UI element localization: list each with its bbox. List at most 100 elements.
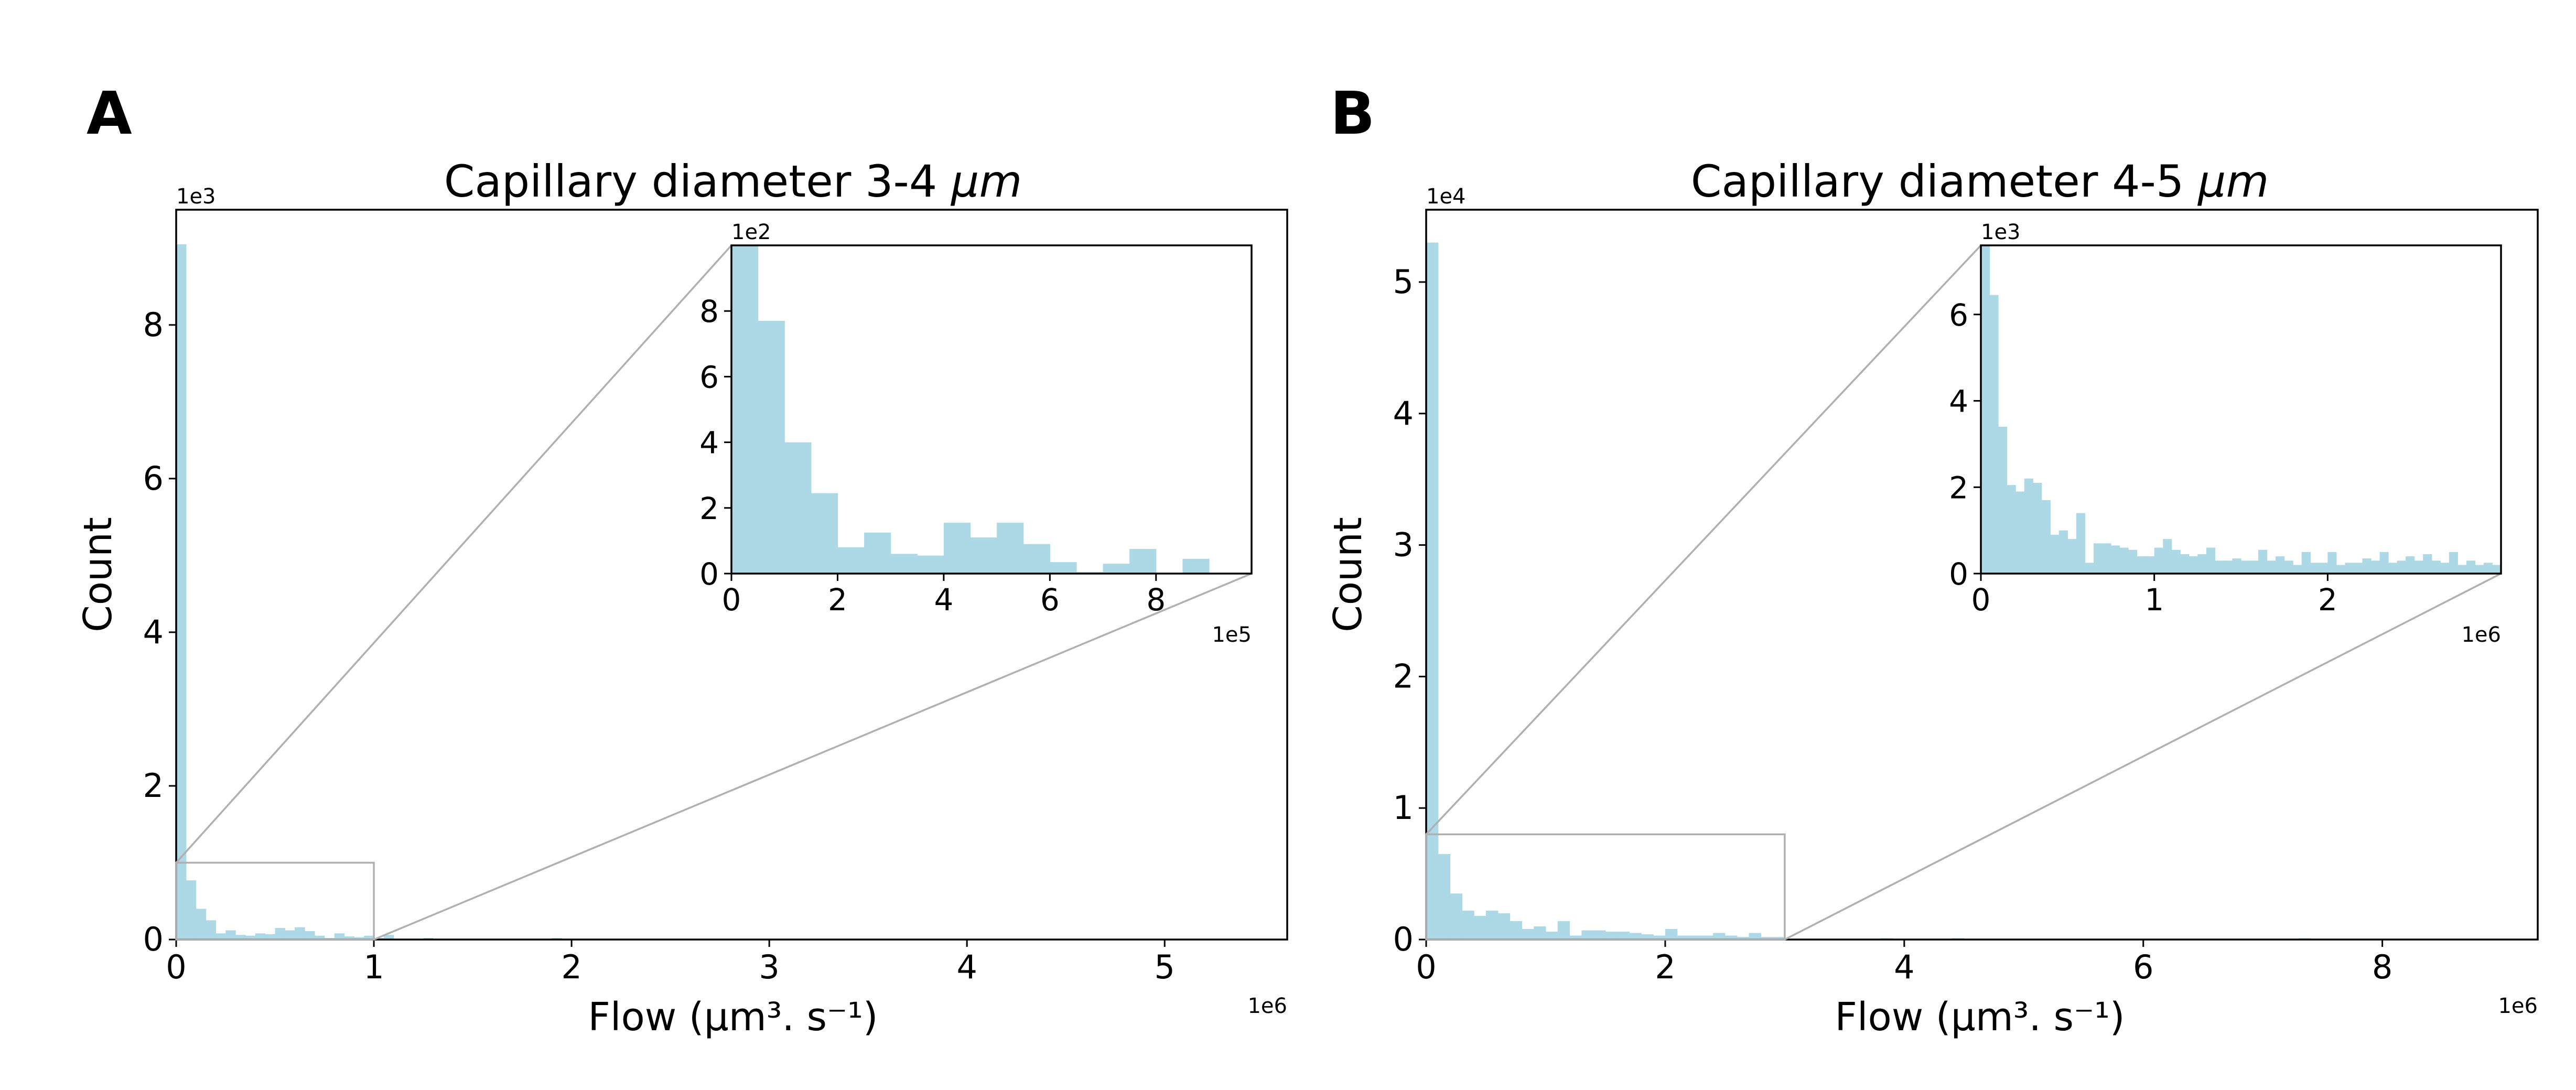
inset-histogram-bar [2371,560,2380,574]
inset-histogram-bar [1129,549,1157,574]
inset-histogram-bar [890,554,918,574]
inset-histogram-bar [1023,544,1050,574]
inset-histogram-bar [917,555,944,574]
chart-title: Capillary diameter 3-4 μm [444,156,1022,207]
main-y-offset-label: 1e4 [1426,185,1466,209]
main-histogram-bar [235,935,246,940]
panel-b: B Capillary diameter 4-5 μm 0 2 4 6 8 0 1 2 3 4 5 1e4… [1325,80,2539,1040]
inset-histogram-bar [837,547,865,574]
inset-histogram-bar [784,442,812,574]
main-histogram-bar [1545,931,1558,940]
main-histogram-bar [245,935,256,940]
zoom-connector-line [1784,573,2502,941]
main-histogram-bar [344,936,354,940]
main-histogram-bar [206,920,217,940]
main-histogram-bar [383,935,394,940]
y-axis-label: Count [76,517,121,632]
main-histogram-bar [176,244,187,940]
main-y-tick-label: 5 [1393,263,1414,301]
inset-histogram-bar [2301,552,2311,574]
inset-histogram-bar [2146,556,2155,574]
inset-y-tick-label: 6 [699,359,719,395]
inset-histogram-bar [2171,549,2181,574]
inset-histogram-bar [2197,554,2207,574]
main-histogram-bar [1617,931,1630,940]
chart-title-text: Capillary diameter 3-4 [444,156,951,207]
main-histogram-bar [1485,910,1499,940]
inset-histogram-bar [2241,560,2250,574]
inset-histogram-bar [1050,562,1077,574]
inset-histogram-bar [2336,565,2345,574]
main-histogram-bar [1569,935,1582,940]
main-histogram-bar [305,931,315,940]
inset-histogram-bar [2189,556,2198,574]
panel-letter: B [1330,80,1375,148]
inset-histogram-bar [2327,552,2337,574]
inset-axes-frame [730,244,1253,575]
inset-histogram-bar [2085,563,2094,574]
inset-x-tick-label: 2 [2318,582,2337,618]
inset-histogram-bar [2423,554,2432,574]
zoom-box [175,861,375,941]
chart-title-text: Capillary diameter 4-5 [1691,156,2198,207]
inset-histogram-bar [2041,500,2051,574]
main-y-tick-label: 6 [143,459,164,498]
inset-histogram-bar [2362,558,2372,574]
main-y-tick-label: 2 [1393,657,1414,695]
inset-histogram-bar [1989,295,1999,574]
main-y-tick-label: 8 [143,306,164,344]
zoom-connector-line [175,244,732,864]
inset-x-tick-label: 2 [828,582,847,618]
inset-histogram-bar [2258,549,2268,574]
main-histogram-bar [354,937,364,940]
inset-histogram-bar [1981,245,1990,574]
inset-x-tick-label: 1 [2144,582,2164,618]
main-histogram-bar [1426,242,1439,940]
main-x-tick-label: 6 [2133,948,2153,986]
inset-histogram-bar [1998,426,2008,574]
inset-histogram-bar [2475,565,2484,574]
main-histogram-bar [1677,935,1690,940]
main-y-offset-label: 1e3 [176,185,216,209]
inset-histogram-bar [2249,560,2259,574]
main-histogram-bar [1689,935,1701,940]
main-axes-frame [1425,209,2539,941]
chart-title-unit: μm [2197,156,2269,207]
inset-histogram-bar [2215,560,2224,574]
main-x-tick-label: 2 [561,948,581,986]
main-histogram-bar [1474,915,1486,940]
inset-histogram-bar [2102,543,2111,574]
main-histogram-bar [1701,935,1713,940]
inset-histogram-bar [2449,552,2458,574]
inset-y-tick-label: 2 [1949,470,1968,505]
inset-histogram-bar [2431,560,2441,574]
main-histogram-bar [364,935,374,940]
inset-histogram-bar [2458,565,2467,574]
inset-histogram-bar [2223,560,2233,574]
main-histogram-bar [1629,933,1642,940]
inset-histogram-bar [2388,563,2398,574]
inset-histogram-bar [2397,560,2406,574]
main-histogram-bar [1605,931,1618,940]
inset-histogram-bar [2492,565,2502,574]
main-x-tick-label: 2 [1655,948,1675,986]
inset-histogram-bar [2033,483,2042,574]
main-x-tick-label: 8 [2372,948,2392,986]
zoom-box [1425,833,1786,941]
main-y-tick-label: 0 [1393,920,1414,958]
main-histogram-bar [255,933,266,940]
main-histogram-bar [1653,935,1666,940]
main-histogram-bar [295,927,305,940]
panel-a: A Capillary diameter 3-4 μm 0 1 2 3 4 5 0 2 4 6 8 1e3… [76,80,1288,1040]
inset-histogram-bar [2154,547,2163,574]
main-histogram-bar [1497,913,1511,940]
main-y-tick-label: 2 [143,767,164,805]
main-y-tick-label: 1 [1393,789,1414,827]
zoom-connector-line [1425,244,1982,835]
inset-histogram-bar [2137,556,2146,574]
main-histogram-bar [225,930,236,940]
inset-histogram-bar [2353,563,2363,574]
inset-x-tick-label: 0 [1971,582,1991,618]
main-histogram-bar [1641,934,1654,940]
